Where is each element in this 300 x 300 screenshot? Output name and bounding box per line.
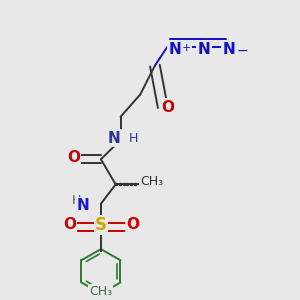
Text: CH₃: CH₃ bbox=[89, 285, 112, 298]
Text: −: − bbox=[236, 44, 248, 57]
Text: O: O bbox=[67, 150, 80, 165]
Text: +: + bbox=[182, 44, 191, 53]
Text: CH₃: CH₃ bbox=[140, 175, 163, 188]
Text: H: H bbox=[72, 194, 81, 207]
Text: O: O bbox=[63, 218, 76, 232]
Text: N: N bbox=[168, 42, 181, 57]
Text: N: N bbox=[108, 130, 121, 146]
Text: N: N bbox=[198, 42, 210, 57]
Text: S: S bbox=[95, 216, 107, 234]
Text: N: N bbox=[222, 42, 235, 57]
Text: N: N bbox=[76, 198, 89, 213]
Text: H: H bbox=[128, 131, 138, 145]
Text: O: O bbox=[126, 218, 139, 232]
Text: O: O bbox=[161, 100, 174, 115]
